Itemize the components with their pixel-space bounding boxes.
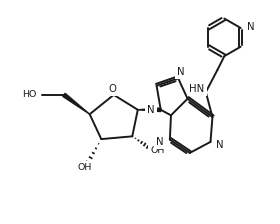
Text: OH: OH [78,163,92,172]
Text: HN: HN [189,84,205,94]
Text: N: N [156,137,164,147]
Text: OH: OH [151,146,165,155]
Polygon shape [63,93,90,114]
Polygon shape [138,108,161,112]
Text: N: N [247,22,254,32]
Text: N: N [147,105,155,115]
Text: O: O [108,84,116,94]
Text: HO: HO [22,90,36,99]
Text: N: N [177,67,185,77]
Text: N: N [216,140,224,150]
